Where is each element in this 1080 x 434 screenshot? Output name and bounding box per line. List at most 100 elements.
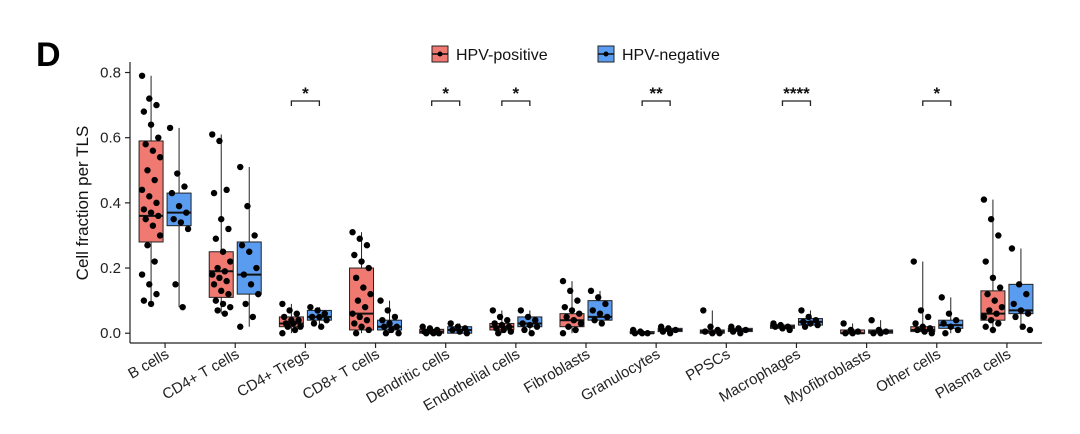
- data-point: [295, 316, 302, 324]
- data-point: [877, 330, 884, 337]
- data-point: [142, 141, 149, 148]
- data-point: [151, 258, 158, 265]
- data-point: [716, 330, 723, 337]
- data-point: [517, 307, 525, 314]
- data-point: [237, 323, 244, 330]
- data-point: [223, 277, 230, 285]
- data-point: [447, 320, 454, 327]
- data-point: [293, 310, 300, 317]
- data-point: [945, 310, 953, 317]
- data-point: [351, 320, 358, 327]
- data-point: [772, 323, 779, 330]
- data-point: [496, 313, 504, 321]
- data-point: [153, 290, 160, 298]
- data-point: [183, 209, 190, 216]
- data-point: [657, 323, 665, 330]
- data-point: [237, 163, 244, 171]
- data-point: [249, 313, 257, 321]
- data-point: [987, 316, 995, 324]
- data-point: [568, 307, 576, 314]
- data-point: [179, 303, 186, 311]
- data-point: [842, 330, 849, 337]
- data-point: [360, 284, 367, 291]
- data-point: [149, 222, 157, 229]
- data-point: [591, 316, 598, 324]
- data-point: [388, 326, 395, 334]
- data-point: [140, 297, 148, 304]
- data-point: [449, 326, 456, 334]
- data-point: [146, 193, 153, 200]
- data-point: [801, 323, 809, 330]
- data-point: [365, 326, 372, 334]
- data-point: [559, 330, 567, 337]
- data-point: [805, 313, 812, 321]
- data-point: [989, 274, 997, 282]
- data-point: [589, 307, 596, 314]
- data-point: [528, 330, 535, 337]
- data-point: [737, 330, 744, 337]
- significance-label: *: [302, 84, 309, 103]
- significance-label: *: [442, 84, 449, 103]
- significance-annotations: * * * ** **** *: [290, 84, 952, 106]
- data-point: [227, 303, 234, 311]
- data-point: [221, 268, 229, 275]
- data-point: [419, 323, 426, 330]
- data-point: [380, 323, 388, 330]
- data-point: [155, 212, 162, 220]
- data-point: [321, 310, 328, 317]
- data-point: [1008, 245, 1016, 252]
- y-tick-label: 0.4: [100, 195, 121, 212]
- data-point: [140, 108, 148, 115]
- data-point: [153, 101, 160, 109]
- data-point: [561, 303, 568, 311]
- data-point: [238, 242, 246, 249]
- data-point: [709, 330, 716, 337]
- legend-swatch-point: [603, 51, 609, 57]
- data-point: [786, 326, 793, 334]
- data-point: [1012, 313, 1019, 321]
- data-point: [800, 318, 807, 326]
- data-point: [218, 287, 225, 295]
- data-point: [631, 330, 639, 337]
- data-point: [310, 320, 318, 327]
- data-point: [352, 274, 360, 282]
- x-tick-label: Plasma cells: [933, 346, 1014, 403]
- data-point: [707, 323, 714, 330]
- data-point: [155, 134, 162, 141]
- data-point: [151, 176, 158, 184]
- data-point: [495, 330, 502, 337]
- data-point: [386, 320, 393, 327]
- significance-label: *: [933, 84, 940, 103]
- data-point: [221, 310, 229, 317]
- data-points: [138, 72, 1034, 337]
- data-point: [1017, 307, 1025, 314]
- data-point: [280, 313, 288, 321]
- data-point: [212, 297, 220, 304]
- data-point: [363, 316, 371, 324]
- significance-bracket: [431, 100, 461, 106]
- data-point: [991, 297, 998, 304]
- data-point: [181, 183, 188, 190]
- legend: HPV-positive HPV-negative: [431, 45, 720, 64]
- data-point: [587, 287, 595, 295]
- data-point: [242, 300, 249, 308]
- data-point: [142, 215, 149, 223]
- data-point: [146, 281, 153, 288]
- data-point: [576, 310, 583, 317]
- data-point: [361, 303, 369, 311]
- data-point: [367, 290, 374, 298]
- data-point: [138, 271, 146, 278]
- data-point: [461, 325, 469, 332]
- data-point: [917, 307, 925, 314]
- x-tick-label: B cells: [125, 346, 172, 383]
- data-point: [209, 271, 216, 278]
- data-point: [987, 215, 995, 223]
- data-point: [352, 330, 360, 337]
- data-point: [216, 274, 223, 282]
- data-point: [384, 307, 391, 314]
- data-point: [223, 186, 230, 194]
- data-point: [940, 320, 947, 327]
- data-point: [1010, 300, 1017, 308]
- data-point: [570, 316, 577, 324]
- data-point: [577, 320, 585, 327]
